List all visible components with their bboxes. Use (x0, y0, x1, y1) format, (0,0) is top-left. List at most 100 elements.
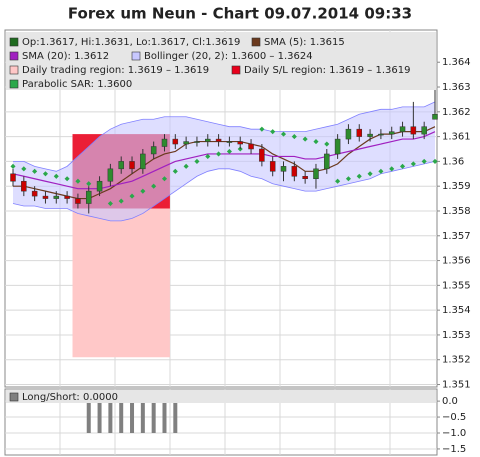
candle-body (280, 166, 287, 172)
y-tick-label: 1.359 (442, 181, 471, 192)
candle-body (53, 195, 60, 199)
candle-body (161, 138, 168, 147)
y-tick-label: 1.362 (442, 107, 471, 118)
legend-swatch (9, 65, 19, 75)
sar-dot (335, 178, 341, 184)
candle-body (345, 128, 352, 140)
candle-body (183, 141, 189, 145)
candle-body (42, 195, 49, 199)
sma-line (13, 126, 436, 200)
candle-body (85, 190, 92, 204)
legend-label: SMA (5): 1.3615 (264, 37, 345, 48)
bollinger-band (13, 101, 435, 221)
sar-dot (270, 129, 276, 135)
y-tick-label: 1.356 (442, 256, 471, 267)
candle-body (378, 133, 384, 136)
bollinger-upper (13, 101, 436, 172)
legend-box (6, 390, 436, 403)
sar-dot (259, 126, 265, 132)
legend-swatch (9, 79, 19, 89)
y-tick-label: 1.361 (442, 132, 471, 143)
sar-dot (389, 166, 395, 172)
candle-body (194, 141, 200, 143)
y-tick-label: 1.36 (442, 156, 464, 167)
sar-dot (324, 141, 330, 147)
bar (162, 401, 167, 433)
y-tick-label: 1.354 (442, 305, 471, 316)
bollinger-lower (12, 161, 436, 222)
legend-label: Daily trading region: 1.3619 – 1.3619 (22, 65, 209, 76)
bar (140, 401, 145, 433)
sar-dot (118, 198, 124, 204)
legend-box (6, 32, 436, 90)
candle-body (21, 180, 27, 192)
candle-body (75, 198, 81, 204)
candle-body (96, 180, 103, 192)
sar-dot (53, 173, 59, 179)
sar-dot (399, 163, 406, 169)
y-tick-label: 1.351 (442, 380, 471, 391)
candle-body (399, 126, 406, 132)
sar-dot (161, 176, 168, 182)
legend-swatch (9, 392, 19, 402)
y-tick-label: −1.0 (442, 428, 466, 439)
sar-dot (172, 168, 178, 174)
y-tick-label: 1.355 (442, 280, 471, 291)
sar-dot (21, 166, 27, 172)
sar-dot (42, 171, 49, 177)
candle-body (334, 138, 341, 155)
bar (119, 401, 124, 433)
legend-swatch (131, 51, 141, 61)
candle-body (302, 176, 308, 179)
candle-body (205, 138, 211, 142)
candle-body (237, 141, 243, 145)
bar (97, 401, 102, 433)
y-tick-label: 1.353 (442, 330, 471, 341)
candle-body (150, 146, 157, 155)
bar (86, 401, 91, 433)
candle-body (432, 114, 438, 120)
candle-body (410, 126, 417, 135)
y-tick-label: −1.5 (442, 444, 466, 455)
sar-dot (129, 193, 135, 199)
candle-body (291, 166, 298, 177)
sar-dot (280, 131, 287, 137)
chart-title: Forex um Neun - Chart 09.07.2014 09:33 (68, 5, 412, 23)
y-tick-label: 1.352 (442, 355, 471, 366)
candle-body (10, 173, 16, 182)
candle-body (215, 138, 222, 142)
bar (108, 401, 113, 433)
sar-dot (378, 168, 384, 174)
candle-body (118, 161, 124, 170)
candle-body (248, 143, 254, 150)
candle-body (269, 161, 276, 172)
sar-dot (75, 178, 81, 184)
bar (173, 401, 178, 433)
candle-body (421, 126, 427, 135)
y-tick-label: −0.5 (442, 412, 466, 423)
legend-label: SMA (20): 1.3612 (22, 51, 109, 62)
bar (151, 401, 156, 433)
y-tick-label: 0.0 (442, 396, 458, 407)
y-tick-label: 1.363 (442, 82, 471, 93)
candle-body (367, 133, 373, 137)
candle-body (324, 153, 330, 170)
bar (130, 401, 135, 433)
legend-label: Long/Short: 0.0000 (22, 392, 118, 403)
sar-dot (345, 176, 351, 182)
candle-body (259, 148, 265, 162)
y-tick-label: 1.358 (442, 206, 471, 217)
candle-body (64, 195, 70, 199)
candle-body (226, 141, 233, 143)
y-tick-label: 1.364 (442, 57, 471, 68)
sar-dot (140, 188, 146, 194)
sar-dot (183, 163, 189, 169)
sar-dot (151, 183, 157, 189)
legend-swatch (9, 37, 19, 47)
candle-body (313, 168, 319, 179)
sar-dot (194, 158, 200, 164)
sar-dot (226, 148, 232, 155)
legend-label: Bollinger (20, 2): 1.3600 – 1.3624 (144, 51, 313, 62)
candle-body (129, 161, 135, 170)
